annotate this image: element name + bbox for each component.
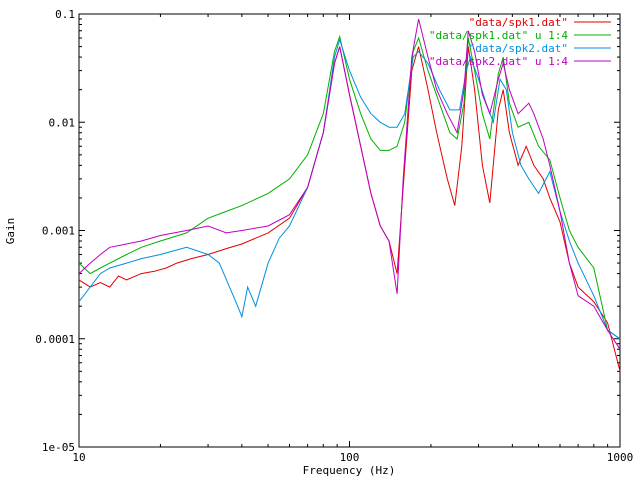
legend-label-1: "data/spk1.dat": [469, 16, 568, 29]
legend-label-2: "data/spk1.dat" u 1:4: [429, 29, 568, 42]
y-tick-label: 0.0001: [35, 333, 75, 346]
y-axis-label: Gain: [4, 218, 17, 245]
series-group: [78, 18, 621, 372]
legend: "data/spk1.dat""data/spk1.dat" u 1:4"dat…: [429, 16, 611, 68]
legend-label-3: "data/spk2.dat": [469, 42, 568, 55]
series-line-3: [78, 37, 621, 340]
series-line-4: [78, 18, 621, 350]
axis-ticks: 1e-05 0.0001 0.001 0.01 0.1 10 100 1000: [35, 8, 633, 464]
y-tick-label: 0.1: [55, 8, 75, 21]
x-tick-label: 1000: [607, 451, 634, 464]
x-tick-label: 100: [340, 451, 360, 464]
x-tick-label: 10: [72, 451, 85, 464]
series-line-2: [78, 34, 621, 340]
x-axis-label: Frequency (Hz): [303, 464, 396, 477]
y-tick-label: 0.001: [42, 225, 75, 238]
y-tick-label: 0.01: [49, 116, 76, 129]
y-tick-label: 1e-05: [42, 441, 75, 454]
legend-label-4: "data/spk2.dat" u 1:4: [429, 55, 568, 68]
